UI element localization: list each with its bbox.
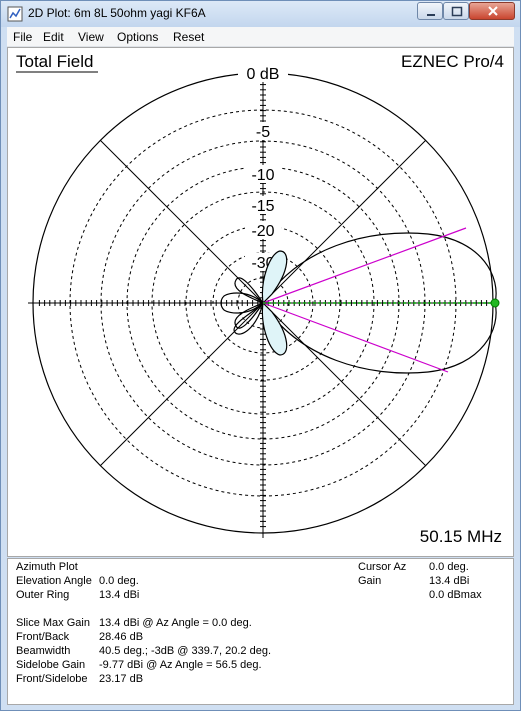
label-bg-20 xyxy=(245,221,281,239)
ring-labels: 0 dB -5 -10 -15 -20 -30 xyxy=(238,62,288,272)
menu-file[interactable]: File xyxy=(13,30,33,44)
minimize-button[interactable] xyxy=(417,2,443,20)
ring-label-0db: 0 dB xyxy=(247,66,280,83)
slice-max-value: 13.4 dBi @ Az Angle = 0.0 deg. xyxy=(99,617,252,629)
maximize-icon xyxy=(451,6,463,17)
label-bg-10 xyxy=(245,165,281,183)
rear-side-lobe-lower xyxy=(233,301,265,335)
front-side-label: Front/Sidelobe xyxy=(16,673,88,685)
cursor-az-label: Cursor Az xyxy=(358,561,407,573)
title-bar[interactable]: 2D Plot: 6m 8L 50ohm yagi KF6A xyxy=(1,1,520,27)
gain-label: Gain xyxy=(358,575,382,587)
lower-sidelobe xyxy=(261,301,288,356)
ring-label-minus10: -10 xyxy=(251,167,274,184)
upper-sidelobe xyxy=(261,250,288,305)
chart-app-icon xyxy=(7,6,23,22)
label-bg-0 xyxy=(238,62,288,82)
menu-view[interactable]: View xyxy=(78,30,104,44)
front-back-label: Front/Back xyxy=(16,631,70,643)
plot-canvas[interactable]: Total Field EZNEC Pro/4 50.15 MHz xyxy=(7,47,514,557)
close-icon xyxy=(488,6,498,16)
ring-label-minus20: -20 xyxy=(251,223,274,240)
beamwidth-lines xyxy=(262,227,467,373)
label-bg-15 xyxy=(245,196,281,214)
menu-options[interactable]: Options xyxy=(117,30,159,44)
brand-label: EZNEC Pro/4 xyxy=(401,52,504,71)
gain-value: 13.4 dBi xyxy=(429,575,470,587)
ring-label-minus15: -15 xyxy=(251,198,274,215)
outer-ring-value: 13.4 dBi xyxy=(99,589,140,601)
slice-max-label: Slice Max Gain xyxy=(16,617,90,629)
label-bg-5 xyxy=(249,122,277,140)
window-title: 2D Plot: 6m 8L 50ohm yagi KF6A xyxy=(28,6,206,20)
sidelobe-value: -9.77 dBi @ Az Angle = 56.5 deg. xyxy=(99,659,262,671)
maximize-button[interactable] xyxy=(443,2,469,20)
plot-type: Azimuth Plot xyxy=(16,561,78,573)
close-button[interactable] xyxy=(469,2,515,20)
plot-heading: Total Field xyxy=(16,52,93,71)
sidelobe-label: Sidelobe Gain xyxy=(16,659,86,671)
front-back-value: 28.46 dB xyxy=(99,631,144,643)
menu-bar: File Edit View Options Reset xyxy=(7,27,514,47)
front-side-value: 23.17 dB xyxy=(99,673,144,685)
beamwidth-value: 40.5 deg.; -3dB @ 339.7, 20.2 deg. xyxy=(99,645,272,657)
radiation-pattern xyxy=(220,232,497,374)
minimize-icon xyxy=(427,14,435,16)
menu-edit[interactable]: Edit xyxy=(43,30,64,44)
ring-label-minus5: -5 xyxy=(256,124,270,141)
beamwidth-line-upper xyxy=(262,227,467,304)
menu-reset[interactable]: Reset xyxy=(173,30,205,44)
info-panel: Azimuth Plot Elevation Angle 0.0 deg. Ou… xyxy=(7,558,514,705)
back-lobe xyxy=(220,292,264,314)
beamwidth-line-lower xyxy=(262,302,449,373)
rear-lobe-upper xyxy=(234,277,265,305)
polar-plot[interactable]: Total Field EZNEC Pro/4 50.15 MHz xyxy=(8,48,514,557)
frequency-label: 50.15 MHz xyxy=(420,527,502,546)
cursor-marker[interactable] xyxy=(490,298,500,308)
cursor-az-value: 0.0 deg. xyxy=(429,561,469,573)
beamwidth-label: Beamwidth xyxy=(16,645,71,657)
elevation-label: Elevation Angle xyxy=(16,575,92,587)
elevation-value: 0.0 deg. xyxy=(99,575,139,587)
outer-ring-label: Outer Ring xyxy=(16,589,70,601)
gain-max-value: 0.0 dBmax xyxy=(429,589,482,601)
